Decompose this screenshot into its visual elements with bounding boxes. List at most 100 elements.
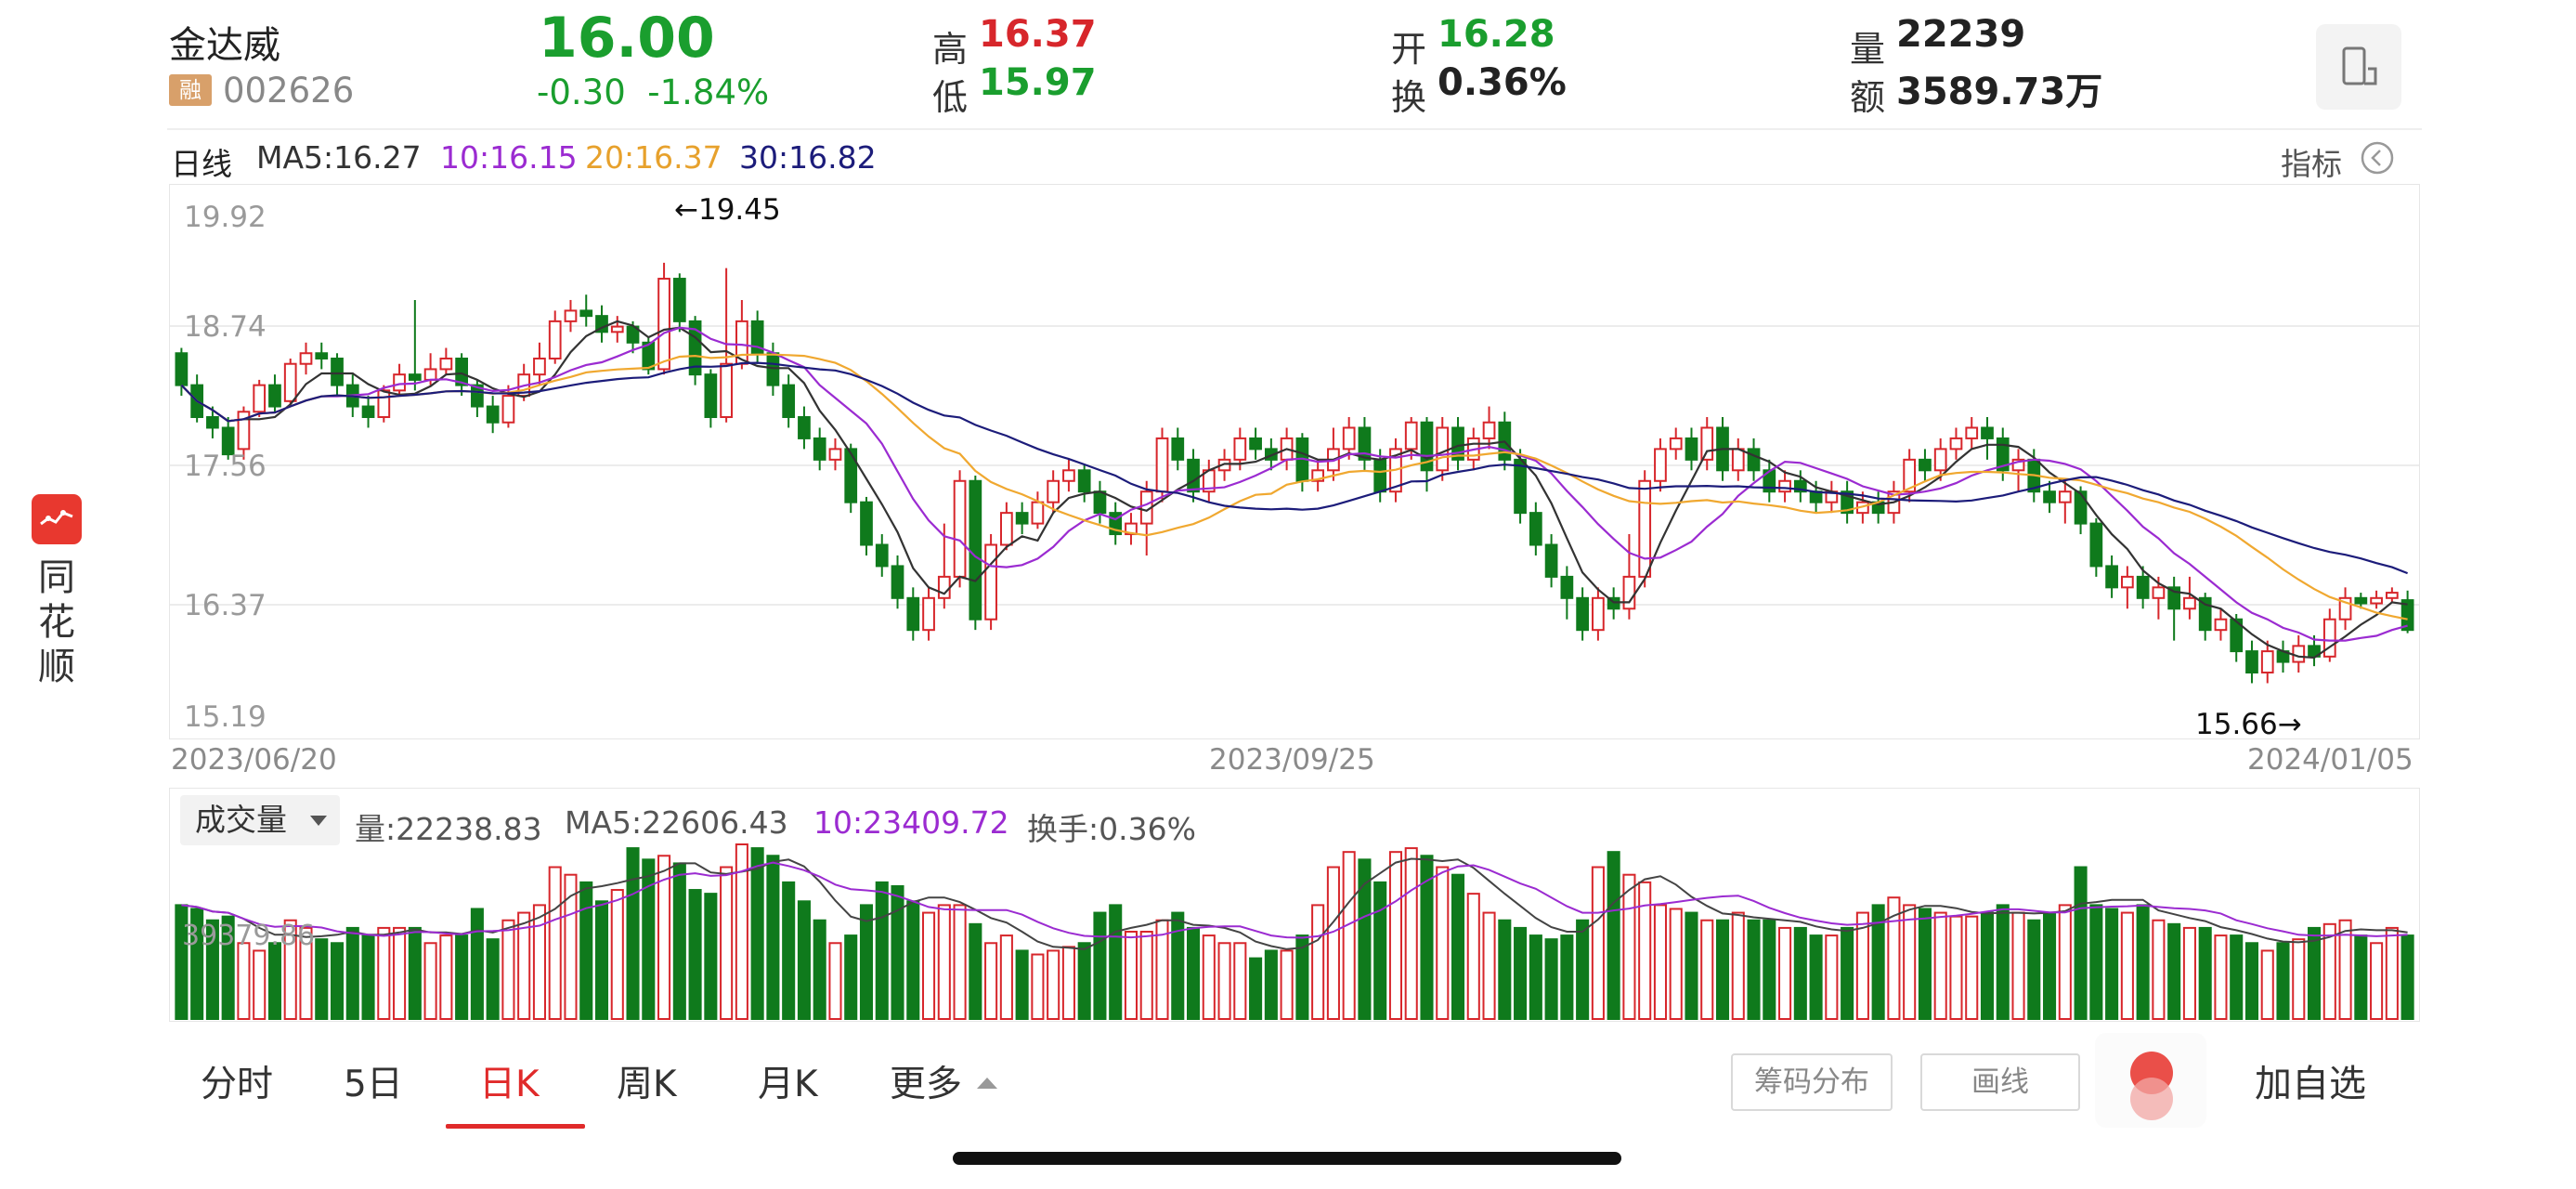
tab-more[interactable]: 更多 [890, 1064, 963, 1105]
candle-body [2011, 458, 2025, 472]
candle-body [906, 596, 920, 632]
candle-body [688, 320, 702, 376]
volume-bar [1591, 866, 1605, 1020]
floating-assistant-button[interactable] [2095, 1033, 2206, 1128]
chevron-left-circle-icon[interactable] [2359, 139, 2396, 176]
volume-bar [1404, 847, 1418, 1020]
candle-body [704, 373, 718, 419]
candle-body [471, 384, 484, 408]
low-value: 15.97 [979, 61, 1097, 104]
volume-bar [1358, 858, 1372, 1020]
high-label: 高 [932, 29, 969, 70]
volume-bar [1949, 915, 1963, 1020]
volume-bar [2074, 866, 2088, 1020]
candle-body [268, 384, 281, 408]
volume-bar [797, 900, 811, 1020]
indicator-button[interactable]: 指标 [2281, 139, 2342, 184]
add-favorite-button[interactable]: 加自选 [2255, 1063, 2366, 1105]
volume-bar [1373, 881, 1387, 1020]
volume-bar [1715, 919, 1730, 1021]
volume-bar [766, 855, 780, 1021]
amount-label: 额 [1850, 77, 1886, 118]
volume-chart-frame[interactable] [169, 788, 2420, 1022]
period-label: 日线 [171, 146, 232, 182]
draw-line-button[interactable]: 画线 [1920, 1053, 2080, 1111]
candle-body [548, 320, 562, 359]
volume-bar [657, 855, 671, 1021]
volume-bar [1685, 911, 1698, 1020]
candle-body [1592, 596, 1605, 632]
volume-bar [875, 881, 889, 1020]
change-value: -0.30 [537, 72, 626, 112]
volume-bar [1171, 911, 1185, 1020]
volume-bar [2230, 934, 2244, 1020]
candle-body [844, 448, 858, 503]
caret-up-icon [977, 1078, 997, 1089]
volume-bar [704, 893, 718, 1020]
candle-body [2058, 490, 2072, 503]
candle-body [875, 543, 889, 568]
volume-indicator-label: 成交量 [195, 802, 287, 838]
candle-body [1404, 421, 1418, 451]
candle-body [2338, 596, 2352, 621]
gridline [170, 604, 2419, 606]
y-tick-label: 15.19 [184, 700, 267, 734]
kline-chart-frame[interactable] [169, 184, 2420, 739]
volume-bar [1793, 926, 1807, 1020]
candle-body [315, 352, 329, 359]
volume-indicator-select[interactable]: 成交量 [180, 795, 340, 845]
candle-body [1654, 448, 1667, 482]
candle-body [1778, 479, 1791, 493]
tab-monthly-k[interactable]: 月K [758, 1064, 818, 1105]
volume-bar [922, 911, 936, 1020]
candle-body [657, 278, 670, 371]
candle-body [283, 362, 297, 402]
price-change: -0.30 -1.84% [537, 72, 769, 112]
volume-bar [2338, 919, 2352, 1021]
turnover-label: 换 [1391, 77, 1427, 118]
volume-bar [408, 926, 422, 1020]
tab-intraday[interactable]: 分时 [201, 1064, 274, 1105]
chip-distribution-button[interactable]: 筹码分布 [1731, 1053, 1893, 1111]
date-label: 2023/09/25 [1209, 743, 1375, 777]
candle-body [984, 543, 997, 621]
volume-bar [2120, 911, 2134, 1020]
candle-body [642, 341, 656, 371]
volume-bar [330, 942, 345, 1020]
candle-body [1731, 448, 1745, 472]
volume-bar [1918, 908, 1932, 1020]
volume-bar [1124, 931, 1138, 1020]
volume-bar [1560, 934, 1574, 1020]
landscape-toggle-button[interactable] [2316, 24, 2401, 110]
volume-bar [999, 934, 1013, 1020]
candle-body [2198, 596, 2212, 632]
candle-body [1747, 448, 1761, 472]
volume-bar [2322, 922, 2336, 1020]
vol-y-tick: 39379.86 [182, 920, 316, 952]
volume-bar [377, 926, 391, 1020]
candle-body [750, 320, 764, 355]
candle-body [2370, 596, 2383, 605]
volume-bar [750, 847, 764, 1020]
tab-weekly-k[interactable]: 周K [617, 1064, 677, 1105]
volume-bar [175, 904, 189, 1020]
candle-body [1622, 575, 1636, 610]
candle-body [237, 411, 251, 451]
volume-bar [1109, 904, 1123, 1020]
volume-bar [1529, 934, 1542, 1020]
date-label: 2023/06/20 [171, 743, 337, 777]
tab-daily-k[interactable]: 日K [479, 1064, 540, 1105]
volume-bar [1451, 873, 1465, 1021]
volume-bar [1077, 942, 1091, 1020]
margin-badge: 融 [169, 74, 212, 106]
active-tab-indicator [446, 1124, 585, 1129]
candle-body [1933, 448, 1947, 472]
volume-bar [2244, 942, 2259, 1020]
candle-body [1841, 490, 1854, 515]
volume-bar [283, 919, 297, 1021]
tab-5day[interactable]: 5日 [344, 1064, 403, 1105]
open-value: 16.28 [1438, 13, 1555, 56]
volume-bar [315, 938, 329, 1021]
volume-bar [190, 908, 204, 1020]
volume-bar [1731, 911, 1745, 1020]
